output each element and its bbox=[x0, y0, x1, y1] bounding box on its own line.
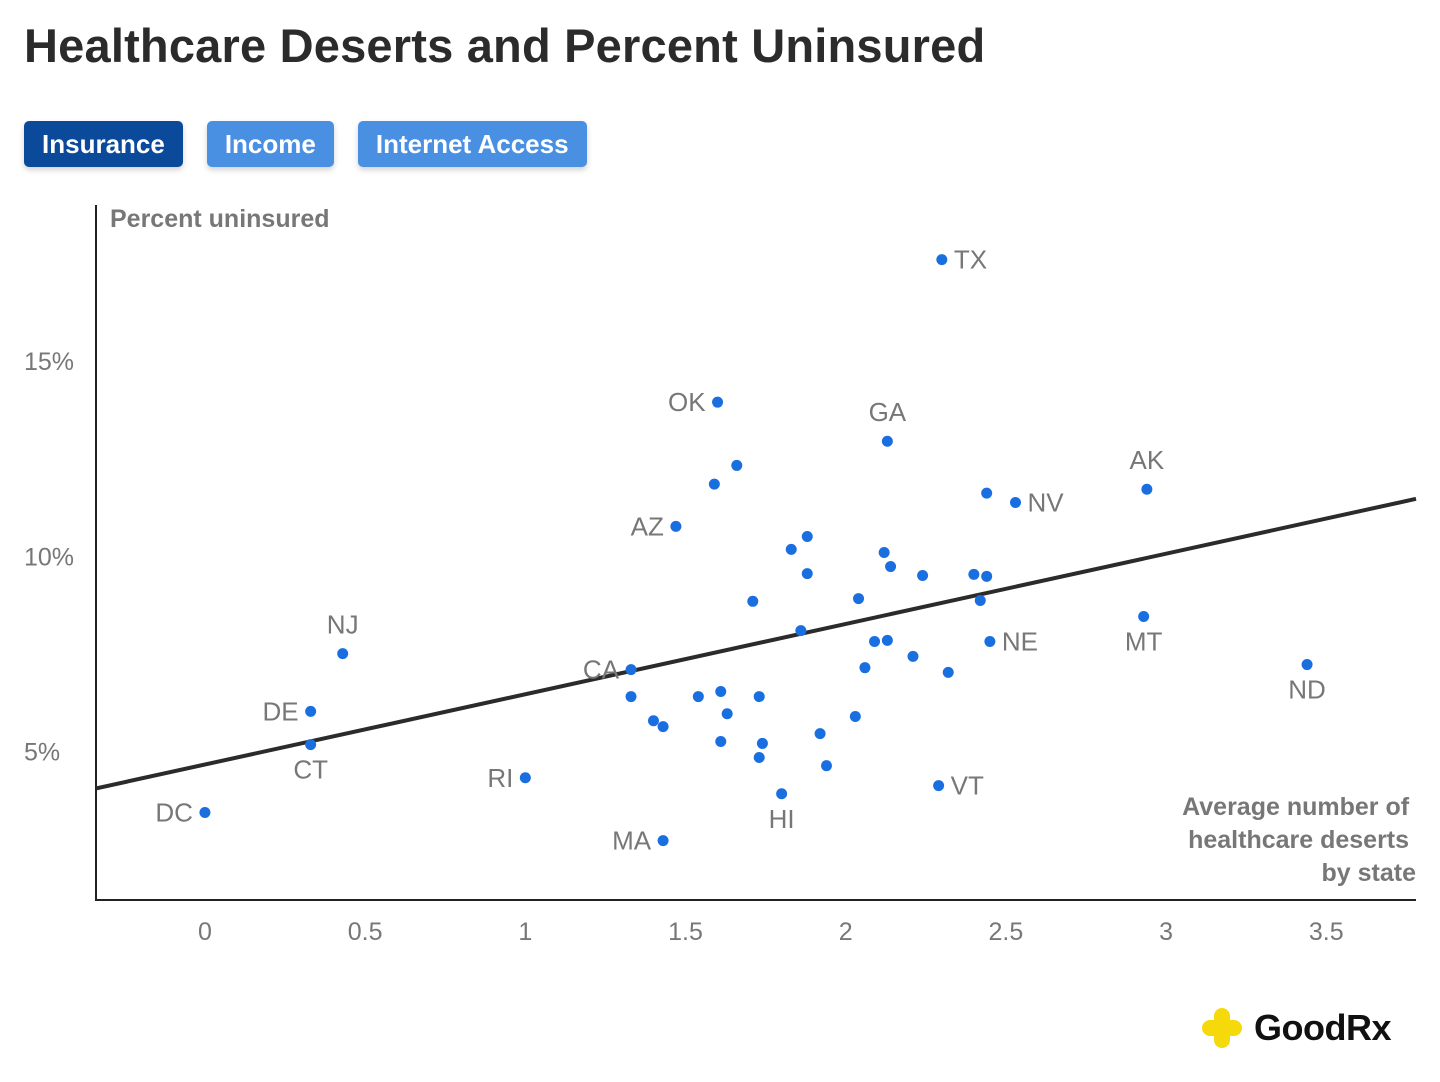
data-point bbox=[869, 636, 881, 648]
data-point bbox=[199, 807, 211, 819]
trend-line bbox=[95, 496, 1417, 791]
data-point bbox=[881, 634, 893, 646]
point-label: GA bbox=[869, 397, 907, 427]
y-tick-label: 15% bbox=[24, 348, 74, 376]
data-point bbox=[785, 543, 797, 555]
point-label: ND bbox=[1288, 675, 1326, 705]
data-point bbox=[917, 570, 929, 582]
data-point bbox=[849, 710, 861, 722]
point-label: NJ bbox=[327, 610, 359, 640]
x-tick-label: 0 bbox=[198, 918, 212, 946]
data-point bbox=[305, 705, 317, 717]
x-axis-label-line: by state bbox=[1322, 859, 1417, 887]
data-point bbox=[747, 595, 759, 607]
tab-insurance[interactable]: Insurance bbox=[24, 121, 183, 167]
data-point bbox=[1138, 611, 1150, 623]
point-label: OK bbox=[668, 387, 706, 417]
point-label: RI bbox=[487, 763, 513, 793]
x-tick-label: 2 bbox=[839, 918, 853, 946]
data-point bbox=[708, 478, 720, 490]
point-label: TX bbox=[954, 245, 987, 275]
x-tick-label: 3 bbox=[1159, 918, 1173, 946]
data-point bbox=[885, 561, 897, 573]
data-point bbox=[753, 691, 765, 703]
point-label: AK bbox=[1130, 445, 1165, 475]
data-point bbox=[859, 662, 871, 674]
data-point bbox=[881, 435, 893, 447]
data-point bbox=[692, 691, 704, 703]
data-point bbox=[907, 650, 919, 662]
x-axis-label-line: Average number of bbox=[1182, 793, 1410, 821]
point-label: MT bbox=[1125, 627, 1163, 657]
x-tick-label: 0.5 bbox=[348, 918, 383, 946]
data-point bbox=[657, 835, 669, 847]
data-point bbox=[795, 625, 807, 637]
data-point bbox=[981, 487, 993, 499]
data-point bbox=[814, 728, 826, 740]
x-tick-label: 1.5 bbox=[668, 918, 703, 946]
x-tick-label: 3.5 bbox=[1309, 918, 1344, 946]
point-label: DE bbox=[263, 696, 299, 726]
point-label: AZ bbox=[631, 511, 664, 541]
data-point bbox=[657, 721, 669, 733]
data-point bbox=[337, 648, 349, 660]
tab-income[interactable]: Income bbox=[206, 121, 334, 167]
metric-tabs: Insurance Income Internet Access bbox=[24, 121, 587, 167]
data-point bbox=[981, 570, 993, 582]
point-label: CA bbox=[583, 655, 620, 685]
y-axis-label: Percent uninsured bbox=[110, 205, 330, 233]
data-point bbox=[1301, 659, 1313, 671]
data-point bbox=[715, 686, 727, 697]
data-point bbox=[305, 739, 317, 751]
data-point bbox=[878, 547, 890, 558]
point-label: NV bbox=[1028, 488, 1065, 518]
x-axis-label-line: healthcare deserts bbox=[1188, 826, 1409, 854]
data-point bbox=[731, 459, 743, 471]
point-label: VT bbox=[951, 771, 984, 801]
point-label: CT bbox=[293, 755, 328, 785]
data-point bbox=[936, 254, 948, 266]
goodrx-logo: GoodRx bbox=[1200, 1006, 1392, 1050]
data-point bbox=[1141, 483, 1153, 495]
data-point bbox=[670, 520, 682, 532]
goodrx-plus-icon bbox=[1202, 1008, 1242, 1048]
data-point bbox=[721, 708, 733, 720]
y-tick-label: 5% bbox=[24, 739, 60, 767]
data-point bbox=[715, 735, 727, 747]
y-tick-label: 10% bbox=[24, 543, 74, 571]
tab-internet-access[interactable]: Internet Access bbox=[357, 121, 587, 167]
data-point bbox=[756, 737, 768, 749]
data-point bbox=[974, 595, 986, 607]
data-point bbox=[942, 666, 954, 678]
data-point bbox=[753, 751, 765, 763]
x-axis-label: Average number of healthcare deserts by … bbox=[1182, 793, 1416, 887]
data-point bbox=[801, 530, 813, 542]
data-point bbox=[776, 788, 788, 800]
data-point bbox=[933, 780, 945, 792]
data-point bbox=[853, 593, 865, 605]
brand-name: GoodRx bbox=[1254, 1007, 1392, 1048]
data-point bbox=[968, 568, 980, 580]
data-point bbox=[712, 396, 724, 408]
x-tick-label: 2.5 bbox=[989, 918, 1024, 946]
data-point bbox=[519, 772, 531, 784]
data-point bbox=[647, 715, 659, 727]
data-point bbox=[625, 664, 637, 676]
data-point bbox=[984, 636, 996, 648]
point-label: DC bbox=[155, 798, 193, 828]
chart-title: Healthcare Deserts and Percent Uninsured bbox=[24, 19, 986, 72]
data-point bbox=[801, 568, 813, 580]
data-point bbox=[820, 760, 832, 772]
x-tick-label: 1 bbox=[518, 918, 532, 946]
point-label: MA bbox=[612, 826, 652, 856]
data-point bbox=[1010, 497, 1022, 509]
point-label: HI bbox=[769, 804, 795, 834]
data-point bbox=[625, 691, 637, 703]
point-label: NE bbox=[1002, 627, 1038, 657]
